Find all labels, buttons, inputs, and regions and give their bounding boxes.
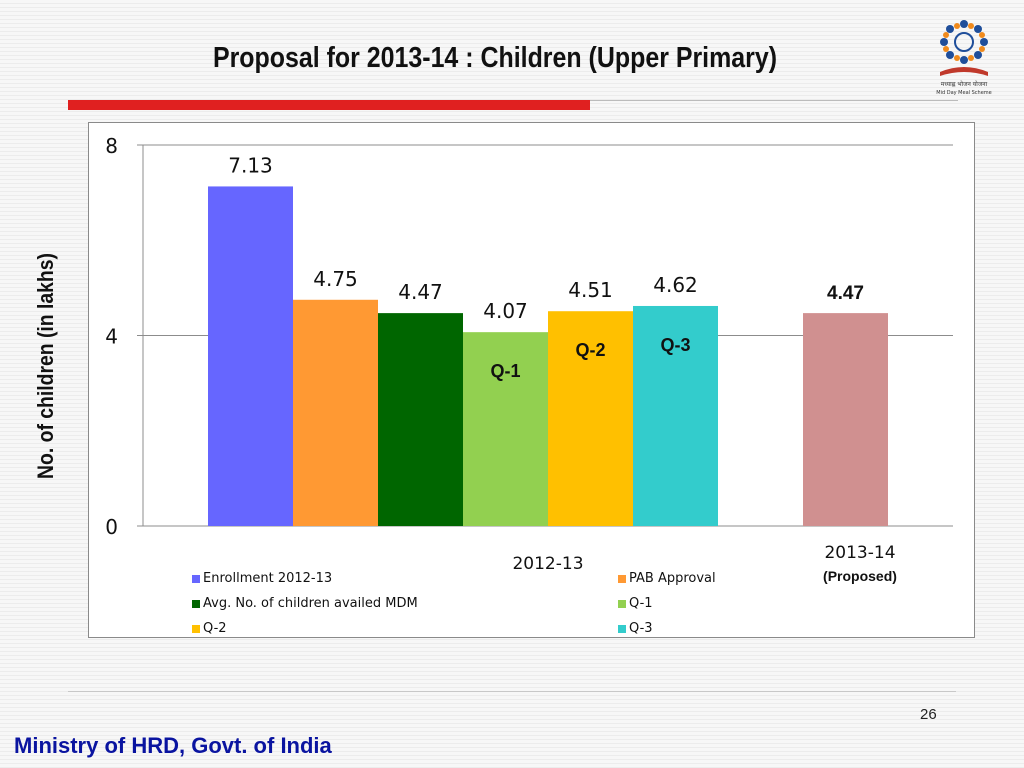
legend-item: Q-3 [618, 621, 653, 636]
data-label: 4.47 [827, 283, 864, 304]
data-label: 4.62 [653, 273, 698, 297]
legend-swatch [192, 599, 200, 608]
footer-text: Ministry of HRD, Govt. of India [14, 733, 332, 758]
legend-item: PAB Approval [618, 571, 716, 586]
legend-label: Avg. No. of children availed MDM [203, 596, 418, 611]
data-label: 4.47 [398, 280, 443, 304]
footer-divider [68, 691, 956, 692]
legend-label: Q-2 [203, 621, 227, 636]
legend-swatch [192, 624, 200, 633]
bar-inner-label: Q-1 [490, 361, 520, 381]
bar-inner-label: Q-2 [575, 340, 605, 360]
legend-swatch [618, 624, 626, 633]
y-tick-label: 4 [105, 325, 118, 349]
x-category-label: 2012-13 [512, 554, 583, 574]
logo-caption: मध्याह्न भोजन योजना [941, 80, 988, 88]
y-tick-label: 0 [105, 515, 118, 539]
bar-inner-label: Q-3 [660, 335, 690, 355]
legend-item: Q-2 [192, 621, 227, 636]
data-label: 7.13 [228, 153, 273, 177]
legend-item: Avg. No. of children availed MDM [192, 596, 418, 611]
x-category-sublabel: (Proposed) [823, 568, 897, 584]
data-label: 4.75 [313, 267, 358, 291]
data-label: 4.51 [568, 278, 613, 302]
bar-q-2 [548, 311, 633, 526]
legend-item: Enrollment 2012-13 [192, 571, 332, 586]
legend-label: Enrollment 2012-13 [203, 571, 333, 586]
legend-swatch [618, 574, 626, 583]
page-number: 26 [920, 706, 937, 723]
y-tick-label: 8 [105, 134, 118, 158]
mdm-logo-icon: मध्याह्न भोजन योजना Mid Day Meal Scheme [936, 20, 992, 96]
legend-item: Q-1 [618, 596, 653, 611]
logo-subcaption: Mid Day Meal Scheme [936, 90, 991, 96]
bar-enrollment-2012-13 [208, 186, 293, 526]
legend-swatch [618, 599, 626, 608]
bar-pab-approval [293, 299, 378, 526]
x-category-label: 2013-14 [824, 543, 895, 563]
data-label: 4.07 [483, 299, 528, 323]
bar-q-1 [463, 332, 548, 526]
bar-avg-no-of-children-availed-mdm [378, 313, 463, 526]
legend-label: Q-1 [629, 596, 653, 611]
legend-swatch [192, 574, 200, 583]
bar-proposed-2013-14 [803, 313, 888, 526]
bar-q-3 [633, 305, 718, 526]
legend-label: Q-3 [629, 621, 653, 636]
slide-title: Proposal for 2013-14 : Children (Upper P… [212, 42, 778, 74]
y-axis-label: No. of children (in lakhs) [33, 253, 58, 479]
title-accent-bar [68, 100, 590, 110]
legend-label: PAB Approval [629, 571, 716, 586]
